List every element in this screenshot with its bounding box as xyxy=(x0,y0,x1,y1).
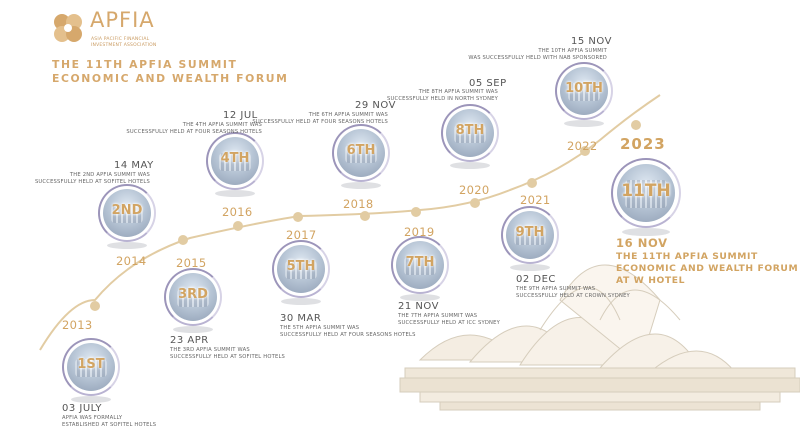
summit-date: 02 DEC xyxy=(516,274,556,285)
summit-number: 3RD xyxy=(178,287,208,302)
summit-description: SUCCESSFULLY HELD AT CROWN SYDNEY xyxy=(516,293,630,299)
year-label: 2014 xyxy=(116,254,147,268)
year-label: 2013 xyxy=(62,318,93,332)
summit-number: 1ST xyxy=(77,357,105,372)
timeline-dots xyxy=(90,120,641,311)
summit-description: THE 4TH APFIA SUMMIT WAS xyxy=(182,122,262,128)
year-label: 2018 xyxy=(343,197,374,211)
summit-description: THE 7TH APFIA SUMMIT WAS xyxy=(398,313,478,319)
year-label: 2017 xyxy=(286,228,317,242)
summit-photo xyxy=(560,67,608,115)
page-subtitle: ECONOMIC AND WEALTH FORUM xyxy=(52,72,289,85)
summit-date: 12 JUL xyxy=(223,110,258,121)
summit-description: THE 3RD APFIA SUMMIT WAS xyxy=(170,347,250,353)
summit-badge-7: 7TH xyxy=(391,236,449,302)
summit-photo xyxy=(506,211,554,259)
summit-description: THE 6TH APFIA SUMMIT WAS xyxy=(308,112,388,118)
summit-badge-11: 11TH xyxy=(611,158,681,238)
summit-photo xyxy=(396,241,444,289)
summit-number: 7TH xyxy=(405,255,435,270)
summit-description: SUCCESSFULLY HELD AT SOFITEL HOTELS xyxy=(34,179,150,185)
summit-description: THE 8TH APFIA SUMMIT WAS xyxy=(418,89,498,95)
summit-description: THE 5TH APFIA SUMMIT WAS xyxy=(280,325,360,331)
summit-badge-5: 5TH xyxy=(272,240,330,306)
summit-number: 6TH xyxy=(346,143,376,158)
final-summit-venue: AT W HOTEL xyxy=(616,275,686,286)
summit-number: 8TH xyxy=(455,123,485,138)
summit-description: WAS SUCCESSFULLY HELD WITH NAB SPONSORED xyxy=(468,55,607,61)
year-label: 2019 xyxy=(404,225,435,239)
summit-photo xyxy=(103,189,151,237)
summit-number: 11TH xyxy=(621,181,671,201)
logo-subtitle: ASIA PACIFIC FINANCIAL xyxy=(91,37,150,42)
summit-number: 10TH xyxy=(565,81,603,96)
year-label: 2016 xyxy=(222,205,253,219)
summit-description: THE 9TH APFIA SUMMIT WAS xyxy=(516,286,596,292)
summit-description: THE 2ND APFIA SUMMIT WAS xyxy=(69,172,150,178)
summit-description: SUCCESSFULLY HELD AT FOUR SEASONS HOTELS xyxy=(280,332,416,338)
summit-badge-6: 6TH xyxy=(332,124,390,190)
summit-badge-2: 2ND xyxy=(98,184,156,250)
year-label-current: 2023 xyxy=(620,135,666,153)
final-summit-title: THE 11TH APFIA SUMMIT xyxy=(616,251,758,262)
apfia-logo: APFIA ASIA PACIFIC FINANCIAL INVESTMENT … xyxy=(50,8,190,54)
summit-date: 14 MAY xyxy=(114,160,154,171)
summit-photo xyxy=(446,109,494,157)
summit-description: THE 10TH APFIA SUMMIT xyxy=(538,48,607,54)
summit-photo xyxy=(617,164,675,222)
year-label: 2022 xyxy=(567,139,598,153)
summit-description: SUCCESSFULLY HELD AT ICC SYDNEY xyxy=(398,320,500,326)
summit-description: SUCCESSFULLY HELD AT FOUR SEASONS HOTELS xyxy=(252,119,388,125)
summit-date: 15 NOV xyxy=(571,36,612,47)
summit-badge-9: 9TH xyxy=(501,206,559,272)
year-label: 2021 xyxy=(520,193,551,207)
summit-badge-4: 4TH xyxy=(206,132,264,198)
summit-description: SUCCESSFULLY HELD AT FOUR SEASONS HOTELS xyxy=(126,129,262,135)
summit-date: 23 APR xyxy=(170,335,209,346)
summit-number: 5TH xyxy=(286,259,316,274)
page-title: THE 11TH APFIA SUMMIT xyxy=(52,58,238,71)
summit-number: 2ND xyxy=(111,203,143,218)
opera-house-illustration xyxy=(399,264,800,411)
final-summit-subtitle: ECONOMIC AND WEALTH FORUM xyxy=(616,263,799,274)
summit-photo xyxy=(169,273,217,321)
summit-description: APFIA WAS FORMALLY xyxy=(62,415,123,421)
summit-date: 21 NOV xyxy=(398,301,439,312)
summit-photo xyxy=(337,129,385,177)
summit-photo xyxy=(277,245,325,293)
logo-name: APFIA xyxy=(90,8,155,32)
summit-photo xyxy=(211,137,259,185)
summit-badge-10: 10TH xyxy=(555,62,613,128)
summit-badge-1: 1ST xyxy=(62,338,120,404)
summit-date: 03 JULY xyxy=(62,403,103,414)
summit-number: 4TH xyxy=(220,151,250,166)
summit-badge-8: 8TH xyxy=(441,104,499,170)
year-label: 2015 xyxy=(176,256,207,270)
logo-subtitle: INVESTMENT ASSOCIATION xyxy=(91,43,157,48)
summit-photo xyxy=(67,343,115,391)
summit-date: 05 SEP xyxy=(469,78,507,89)
summit-description: ESTABLISHED AT SOFITEL HOTELS xyxy=(62,422,157,428)
summit-badge-3: 3RD xyxy=(164,268,222,334)
year-label: 2020 xyxy=(459,183,490,197)
summit-date: 16 NOV xyxy=(616,236,668,250)
apfia-logo-icon xyxy=(54,14,82,42)
summit-description: SUCCESSFULLY HELD IN NORTH SYDNEY xyxy=(387,96,498,102)
summit-description: SUCCESSFULLY HELD AT SOFITEL HOTELS xyxy=(170,354,286,360)
summit-date: 29 NOV xyxy=(355,100,396,111)
summit-date: 30 MAR xyxy=(280,313,322,324)
summit-number: 9TH xyxy=(515,225,545,240)
